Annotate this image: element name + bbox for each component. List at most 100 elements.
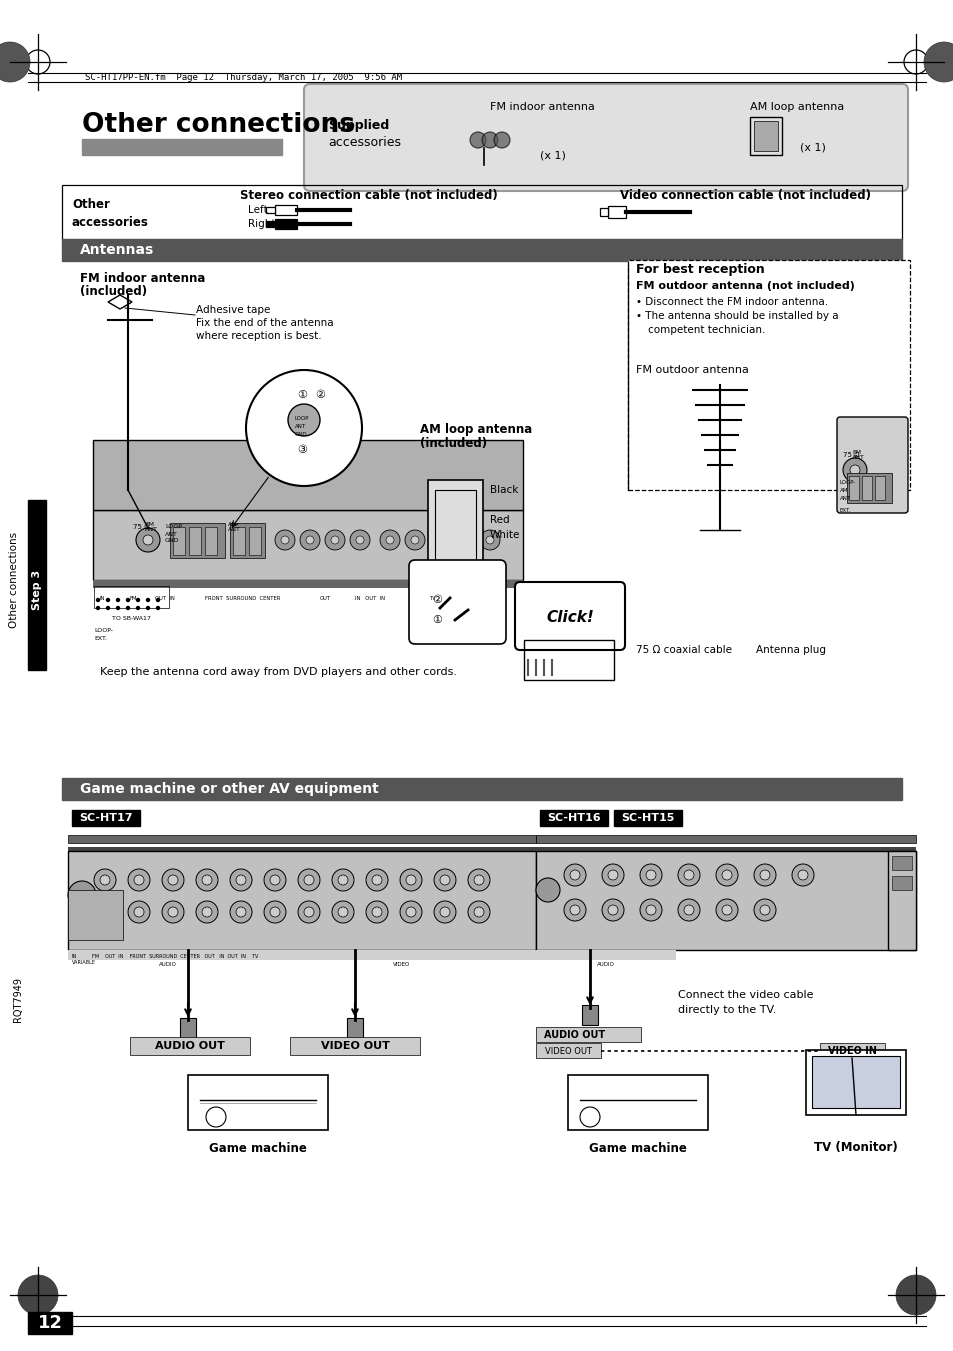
Text: AUDIO: AUDIO: [159, 962, 176, 967]
Circle shape: [195, 901, 218, 923]
Text: EXT.: EXT.: [840, 508, 850, 512]
Circle shape: [791, 865, 813, 886]
Text: accessories: accessories: [71, 216, 149, 228]
Circle shape: [536, 878, 559, 902]
Circle shape: [332, 869, 354, 892]
Bar: [188, 1075, 328, 1129]
FancyBboxPatch shape: [304, 84, 907, 190]
Bar: [891, 857, 911, 870]
Bar: [614, 811, 681, 825]
Circle shape: [563, 865, 585, 886]
Circle shape: [683, 905, 693, 915]
Circle shape: [494, 132, 510, 149]
Bar: [71, 811, 140, 825]
Circle shape: [406, 907, 416, 917]
Text: Antennas: Antennas: [80, 243, 154, 257]
Text: Keep the antenna cord away from DVD players and other cords.: Keep the antenna cord away from DVD play…: [100, 667, 456, 677]
Bar: [62, 185, 901, 240]
Text: FM
ANT: FM ANT: [145, 521, 157, 532]
Text: VIDEO: VIDEO: [393, 962, 410, 967]
Text: Antenna plug: Antenna plug: [755, 644, 825, 655]
Circle shape: [270, 907, 280, 917]
Circle shape: [246, 370, 361, 486]
Text: Adhesive tape: Adhesive tape: [195, 305, 270, 315]
Circle shape: [386, 536, 394, 544]
Text: Game machine: Game machine: [209, 1142, 307, 1155]
Bar: [249, 527, 261, 555]
FancyBboxPatch shape: [409, 561, 505, 644]
Circle shape: [716, 898, 738, 921]
Circle shape: [411, 536, 418, 544]
Text: VARIABLE: VARIABLE: [71, 959, 96, 965]
Circle shape: [721, 870, 731, 880]
Circle shape: [168, 907, 178, 917]
Bar: [92, 503, 522, 509]
Circle shape: [678, 898, 700, 921]
Text: (included): (included): [80, 285, 147, 299]
Text: FM
ANT: FM ANT: [851, 450, 864, 461]
Text: ANT: ANT: [294, 423, 306, 428]
Circle shape: [100, 875, 110, 885]
Bar: [811, 1056, 899, 1108]
Text: Game machine: Game machine: [588, 1142, 686, 1155]
Text: ①: ①: [432, 615, 441, 626]
Circle shape: [439, 875, 450, 885]
Bar: [274, 205, 296, 215]
Circle shape: [923, 42, 953, 82]
Text: AM loop antenna: AM loop antenna: [419, 423, 532, 436]
Text: IN   OUT  IN: IN OUT IN: [355, 596, 385, 600]
Circle shape: [569, 870, 579, 880]
Bar: [536, 1027, 640, 1042]
Circle shape: [274, 530, 294, 550]
Circle shape: [202, 875, 212, 885]
Text: LOOP: LOOP: [294, 416, 309, 420]
Circle shape: [895, 1275, 935, 1315]
Circle shape: [436, 536, 443, 544]
Circle shape: [678, 865, 700, 886]
Text: 75 Ω: 75 Ω: [132, 524, 150, 530]
Circle shape: [325, 530, 345, 550]
Bar: [92, 440, 522, 509]
Bar: [94, 586, 169, 608]
Circle shape: [485, 536, 494, 544]
Circle shape: [133, 875, 144, 885]
Bar: [627, 259, 909, 490]
Bar: [28, 1312, 71, 1333]
Circle shape: [230, 869, 252, 892]
Text: Other: Other: [71, 199, 110, 212]
Bar: [749, 118, 781, 155]
Text: AUDIO: AUDIO: [597, 962, 615, 967]
Text: GND: GND: [294, 431, 307, 436]
Text: FM    OUT  IN    FRONT  SURROUND  CENTER   OUT   IN  OUT  IN    TV: FM OUT IN FRONT SURROUND CENTER OUT IN O…: [91, 954, 258, 958]
Text: FM: FM: [130, 596, 137, 600]
Bar: [92, 580, 522, 588]
Text: TV: TV: [430, 596, 436, 600]
Text: directly to the TV.: directly to the TV.: [678, 1005, 776, 1015]
Text: • The antenna should be installed by a: • The antenna should be installed by a: [636, 311, 838, 322]
Bar: [68, 851, 536, 950]
Text: where reception is best.: where reception is best.: [195, 331, 321, 340]
FancyBboxPatch shape: [515, 582, 624, 650]
Bar: [62, 778, 901, 800]
Circle shape: [107, 598, 110, 601]
Bar: [887, 851, 915, 950]
Text: • Disconnect the FM indoor antenna.: • Disconnect the FM indoor antenna.: [636, 297, 827, 307]
Circle shape: [434, 869, 456, 892]
Text: FRONT  SURROUND  CENTER: FRONT SURROUND CENTER: [205, 596, 280, 600]
Text: AM: AM: [840, 489, 847, 493]
Bar: [170, 523, 225, 558]
Text: IN: IN: [71, 954, 77, 958]
Circle shape: [230, 901, 252, 923]
Circle shape: [399, 901, 421, 923]
Circle shape: [607, 905, 618, 915]
Circle shape: [147, 598, 150, 601]
Circle shape: [474, 875, 483, 885]
Circle shape: [332, 901, 354, 923]
Circle shape: [399, 869, 421, 892]
Bar: [536, 835, 915, 843]
Circle shape: [100, 907, 110, 917]
Text: RQT7949: RQT7949: [13, 978, 23, 1023]
Circle shape: [753, 865, 775, 886]
Text: LOOP-: LOOP-: [840, 481, 856, 485]
Circle shape: [797, 870, 807, 880]
